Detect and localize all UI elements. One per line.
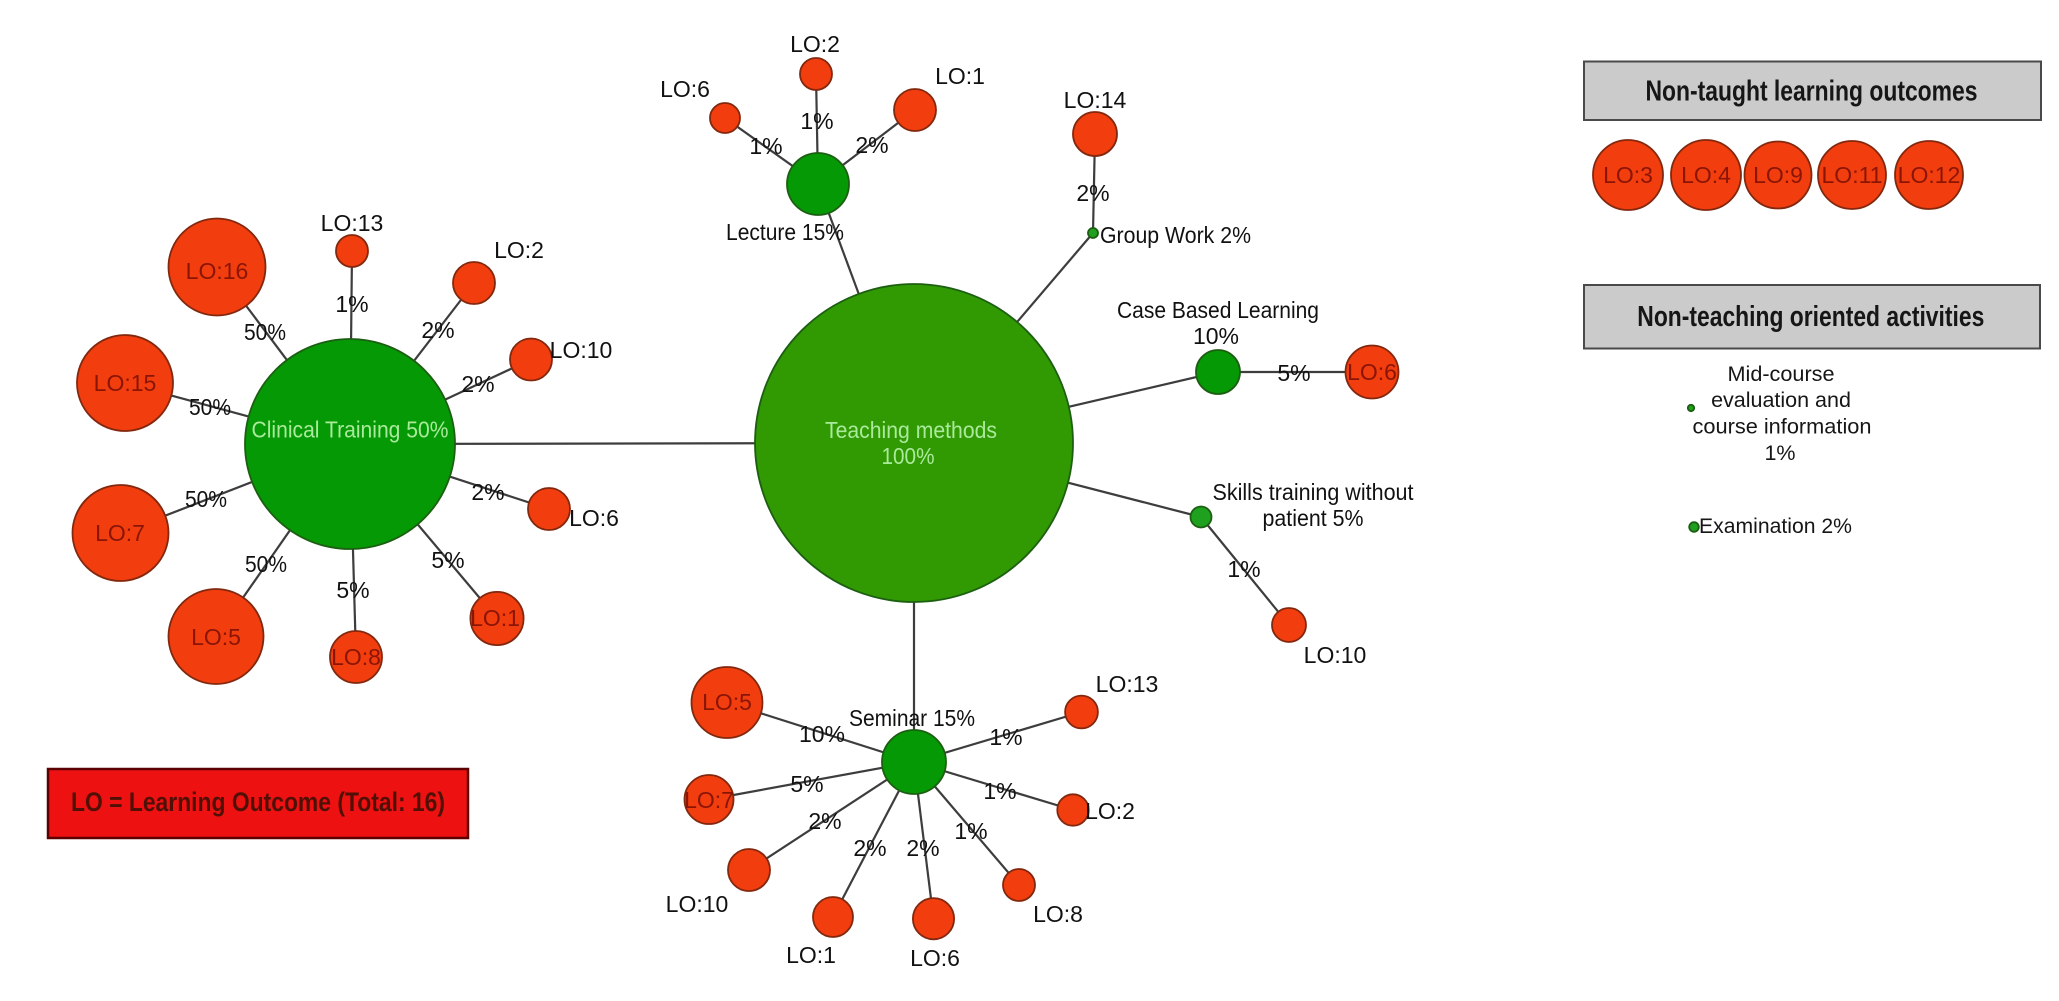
svg-text:Lecture 15%: Lecture 15% — [726, 219, 844, 245]
svg-text:LO:6: LO:6 — [1347, 359, 1397, 385]
svg-text:LO:14: LO:14 — [1064, 87, 1127, 113]
svg-text:LO:2: LO:2 — [790, 31, 840, 57]
svg-text:100%: 100% — [882, 443, 935, 469]
svg-text:1%: 1% — [335, 291, 368, 317]
svg-text:LO:2: LO:2 — [494, 237, 544, 263]
svg-text:Mid-course: Mid-course — [1728, 362, 1835, 386]
svg-text:LO = Learning Outcome (Total:: LO = Learning Outcome (Total: 16) — [71, 787, 445, 817]
svg-text:1%: 1% — [749, 133, 782, 159]
svg-text:LO:5: LO:5 — [191, 624, 241, 650]
svg-text:2%: 2% — [471, 479, 504, 505]
svg-text:LO:6: LO:6 — [910, 945, 960, 971]
svg-text:2%: 2% — [853, 835, 886, 861]
svg-text:2%: 2% — [421, 317, 454, 343]
svg-text:1%: 1% — [954, 818, 987, 844]
svg-text:5%: 5% — [431, 547, 464, 573]
svg-text:Group Work 2%: Group Work 2% — [1100, 222, 1251, 248]
svg-text:LO:1: LO:1 — [786, 942, 836, 968]
svg-text:2%: 2% — [855, 132, 888, 158]
svg-text:Case Based Learning: Case Based Learning — [1117, 297, 1319, 323]
svg-text:LO:1: LO:1 — [935, 63, 985, 89]
svg-text:LO:16: LO:16 — [186, 258, 249, 284]
svg-text:Teaching methods: Teaching methods — [825, 417, 997, 443]
svg-text:Examination 2%: Examination 2% — [1699, 514, 1852, 538]
svg-text:LO:4: LO:4 — [1681, 162, 1731, 188]
svg-text:LO:1: LO:1 — [470, 605, 520, 631]
svg-text:1%: 1% — [800, 108, 833, 134]
svg-text:Skills training without: Skills training without — [1213, 479, 1415, 505]
svg-text:Clinical Training 50%: Clinical Training 50% — [252, 417, 449, 443]
svg-text:1%: 1% — [989, 724, 1022, 750]
svg-text:LO:13: LO:13 — [1096, 671, 1159, 697]
svg-text:LO:11: LO:11 — [1822, 162, 1883, 188]
svg-text:50%: 50% — [245, 551, 287, 577]
svg-text:50%: 50% — [189, 394, 231, 420]
svg-text:2%: 2% — [1076, 180, 1109, 206]
svg-text:Seminar 15%: Seminar 15% — [849, 705, 975, 731]
svg-text:2%: 2% — [808, 808, 841, 834]
svg-text:10%: 10% — [799, 721, 845, 747]
svg-text:evaluation and: evaluation and — [1711, 388, 1851, 412]
svg-text:10%: 10% — [1193, 323, 1239, 349]
svg-text:course information: course information — [1693, 415, 1872, 439]
svg-text:5%: 5% — [790, 771, 823, 797]
svg-text:Non-taught learning outcomes: Non-taught learning outcomes — [1646, 76, 1978, 108]
svg-text:LO:7: LO:7 — [95, 520, 145, 546]
svg-text:LO:10: LO:10 — [666, 891, 729, 917]
svg-text:1%: 1% — [983, 778, 1016, 804]
svg-text:LO:5: LO:5 — [702, 689, 752, 715]
svg-text:LO:10: LO:10 — [550, 337, 613, 363]
svg-text:LO:7: LO:7 — [684, 787, 734, 813]
svg-text:LO:12: LO:12 — [1898, 162, 1961, 188]
svg-text:5%: 5% — [1277, 360, 1310, 386]
svg-text:2%: 2% — [461, 371, 494, 397]
svg-text:LO:6: LO:6 — [569, 505, 619, 531]
svg-text:patient 5%: patient 5% — [1263, 505, 1364, 531]
svg-text:LO:3: LO:3 — [1603, 162, 1653, 188]
svg-text:LO:6: LO:6 — [660, 76, 710, 102]
svg-text:LO:13: LO:13 — [321, 210, 384, 236]
svg-text:LO:10: LO:10 — [1304, 642, 1367, 668]
svg-text:LO:2: LO:2 — [1085, 798, 1135, 824]
svg-text:1%: 1% — [1227, 556, 1260, 582]
svg-text:LO:9: LO:9 — [1753, 162, 1803, 188]
svg-text:LO:15: LO:15 — [94, 370, 157, 396]
svg-text:50%: 50% — [244, 319, 286, 345]
svg-text:LO:8: LO:8 — [1033, 901, 1083, 927]
svg-text:Non-teaching oriented activiti: Non-teaching oriented activities — [1637, 301, 1984, 333]
svg-text:1%: 1% — [1764, 441, 1795, 465]
svg-text:LO:8: LO:8 — [331, 644, 381, 670]
svg-text:2%: 2% — [906, 835, 939, 861]
svg-text:50%: 50% — [185, 486, 227, 512]
svg-text:5%: 5% — [336, 577, 369, 603]
